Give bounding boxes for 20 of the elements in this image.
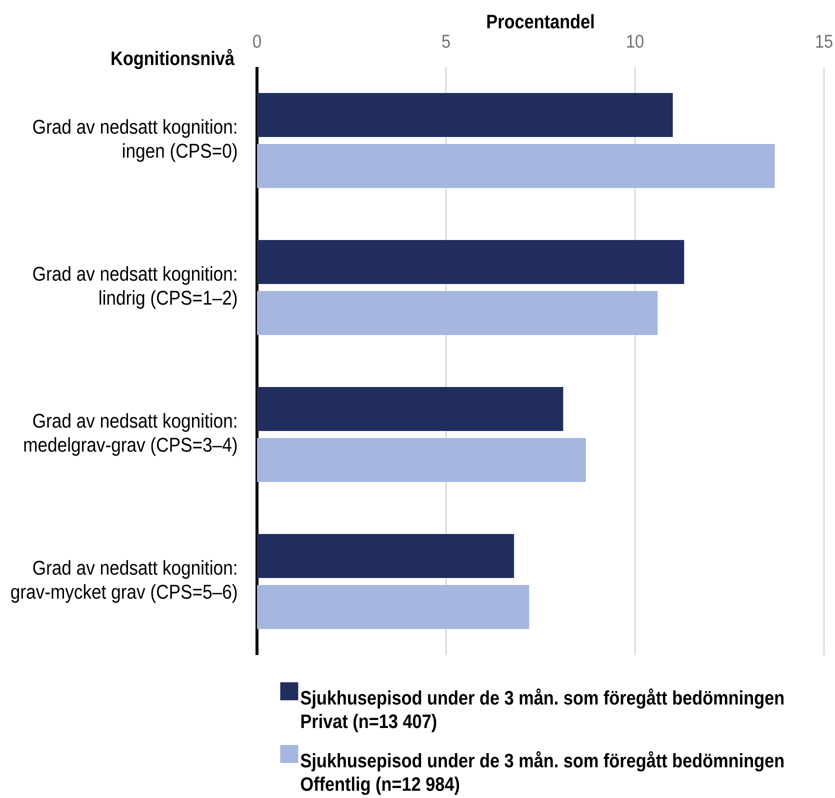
x-tick-label: 15 xyxy=(816,34,832,48)
y-tick-label: Grad av nedsatt kognition: lindrig (CPS=1–2) xyxy=(33,266,237,309)
x-tick-label: 0 xyxy=(253,34,261,48)
x-tick-label: 5 xyxy=(442,34,450,48)
bar xyxy=(257,534,514,578)
y-tick-label: Grad av nedsatt kognition: medelgrav-grav (CPS=3–4) xyxy=(24,413,237,456)
bar xyxy=(257,93,673,138)
bar xyxy=(257,585,530,630)
bar xyxy=(257,438,586,482)
y-tick-label: Grad av nedsatt kognition: grav-mycket grav (CPS=5–6) xyxy=(11,560,237,603)
bar xyxy=(257,144,775,188)
x-tick-label: 10 xyxy=(627,34,644,48)
x-axis-title: Procentandel xyxy=(487,14,594,28)
legend-label: Sjukhusepisod under de 3 mån. som föregått bedömningen Offentlig (n=12 984) xyxy=(300,751,784,795)
y-tick-label: Grad av nedsatt kognition: ingen (CPS=0) xyxy=(33,119,237,162)
bar xyxy=(257,387,564,432)
bar xyxy=(257,240,684,284)
legend-label: Sjukhusepisod under de 3 mån. som föregått bedömningen Privat (n=13 407) xyxy=(300,688,784,732)
bar xyxy=(257,291,658,336)
y-axis-title: Kognitionsnivå xyxy=(112,48,235,70)
